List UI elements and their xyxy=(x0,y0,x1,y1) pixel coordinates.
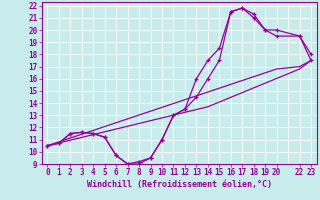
X-axis label: Windchill (Refroidissement éolien,°C): Windchill (Refroidissement éolien,°C) xyxy=(87,180,272,189)
